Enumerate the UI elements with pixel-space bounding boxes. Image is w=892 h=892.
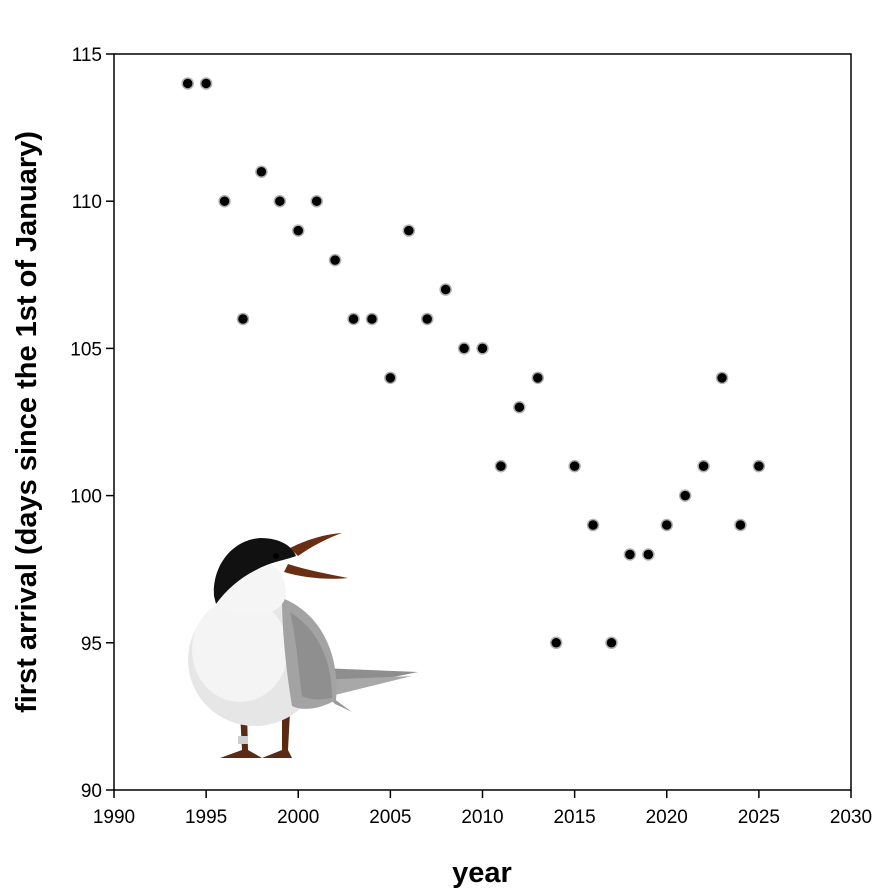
x-tick-label: 2000	[277, 807, 319, 828]
y-axis: 90 95 100 105 110 115	[70, 45, 114, 802]
y-tick-label: 100	[70, 487, 102, 508]
data-point	[402, 224, 416, 237]
x-tick-label: 2005	[369, 807, 411, 828]
data-point	[457, 342, 471, 355]
x-axis-title: year	[452, 857, 512, 889]
y-tick-label: 90	[81, 781, 102, 802]
y-tick-label: 95	[81, 634, 102, 655]
y-tick-label: 110	[72, 192, 102, 213]
data-point	[292, 224, 305, 237]
data-point	[660, 518, 673, 532]
data-point	[494, 459, 508, 473]
tern-illustration	[188, 533, 418, 758]
data-point	[697, 459, 710, 473]
data-point	[328, 253, 342, 267]
data-point	[181, 77, 194, 90]
data-point	[513, 401, 526, 414]
data-point	[384, 371, 397, 385]
data-point	[752, 459, 766, 473]
data-point	[734, 518, 747, 532]
data-point	[273, 194, 287, 208]
data-point	[476, 342, 489, 355]
x-tick-label: 2025	[738, 807, 780, 828]
data-point	[586, 518, 600, 532]
data-point	[549, 636, 563, 650]
data-point	[568, 459, 581, 473]
x-tick-label: 1990	[93, 807, 135, 828]
data-point	[715, 371, 729, 385]
data-points	[181, 77, 766, 650]
data-point	[678, 489, 692, 502]
x-axis: 1990 1995 2000 2005 2010 2015 2020 2025 2030	[93, 790, 872, 828]
data-point	[605, 636, 618, 650]
y-tick-label: 105	[70, 339, 102, 360]
data-point	[642, 548, 655, 561]
data-point	[236, 312, 250, 326]
y-axis-title: first arrival (days since the 1st of Jan…	[11, 131, 43, 713]
data-point	[439, 283, 452, 296]
x-tick-label: 2015	[553, 807, 595, 828]
x-tick-label: 2010	[461, 807, 503, 828]
data-point	[623, 548, 637, 561]
data-point	[347, 312, 360, 326]
data-point	[218, 194, 231, 208]
x-tick-label: 2020	[646, 807, 688, 828]
data-point	[255, 165, 268, 179]
data-point	[531, 371, 545, 385]
data-point	[310, 194, 323, 208]
y-tick-label: 115	[72, 45, 102, 66]
x-tick-label: 1995	[185, 807, 227, 828]
data-point	[199, 77, 213, 90]
x-tick-label: 2030	[830, 807, 872, 828]
data-point	[420, 312, 434, 326]
data-point	[365, 312, 379, 326]
